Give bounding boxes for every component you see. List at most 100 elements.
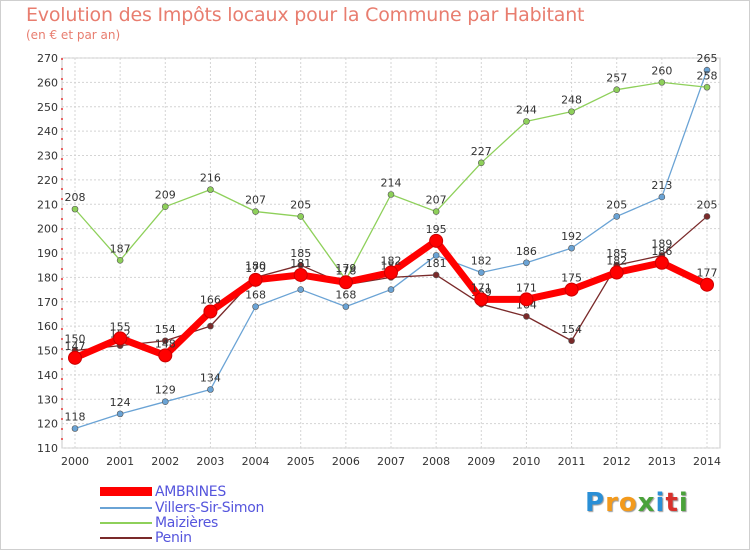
data-label-maizi-res: 257: [606, 72, 627, 85]
data-point-maizi-res: [703, 83, 711, 91]
logo-letter: P: [585, 488, 606, 518]
data-point-villers-sir-simon: [568, 244, 575, 252]
logo-letter: t: [665, 488, 679, 518]
x-tick-label: 2002: [151, 455, 179, 468]
data-point-ambrines: [203, 304, 218, 319]
data-label-villers-sir-simon: 213: [651, 179, 672, 192]
data-label-ambrines: 182: [381, 255, 402, 268]
data-point-villers-sir-simon: [658, 193, 666, 201]
data-point-ambrines: [429, 233, 444, 248]
y-tick-label: 200: [37, 223, 58, 236]
x-tick-label: 2012: [603, 455, 631, 468]
y-tick-label: 180: [37, 271, 58, 284]
y-tick-label: 130: [37, 393, 58, 406]
data-label-villers-sir-simon: 129: [155, 384, 176, 397]
data-point-villers-sir-simon: [477, 269, 485, 276]
data-label-ambrines: 177: [697, 267, 718, 280]
data-label-villers-sir-simon: 124: [110, 396, 131, 409]
logo-letter: x: [637, 488, 656, 518]
data-label-penin: 150: [65, 333, 86, 346]
data-point-penin: [432, 271, 440, 279]
legend-label-ambrines: AMBRINES: [155, 484, 226, 500]
x-tick-label: 2011: [558, 455, 586, 468]
data-point-maizi-res: [71, 205, 79, 213]
y-tick-label: 110: [37, 442, 58, 455]
data-label-penin: 205: [697, 198, 718, 211]
data-point-maizi-res: [432, 208, 440, 215]
data-point-maizi-res: [252, 208, 259, 215]
data-point-ambrines: [248, 272, 263, 287]
data-label-ambrines: 175: [561, 272, 582, 285]
data-point-maizi-res: [523, 118, 530, 125]
data-label-ambrines: 171: [471, 281, 492, 294]
data-point-penin: [568, 337, 575, 345]
data-label-maizi-res: 244: [516, 103, 537, 116]
data-point-villers-sir-simon: [432, 252, 440, 259]
data-point-villers-sir-simon: [207, 386, 214, 393]
y-tick-label: 120: [37, 418, 58, 431]
data-label-ambrines: 166: [200, 294, 221, 307]
data-point-villers-sir-simon: [161, 398, 169, 405]
y-tick-label: 210: [37, 198, 58, 211]
data-label-maizi-res: 258: [697, 69, 718, 82]
data-label-ambrines: 195: [426, 223, 447, 236]
line-chart: 110 120 130 140 150 160 170 180 190 200 210 220 230 2…: [37, 52, 721, 468]
data-label-villers-sir-simon: 168: [335, 289, 356, 302]
data-label-villers-sir-simon: 186: [516, 245, 537, 258]
legend-swatch-maizieres: [100, 522, 152, 524]
data-point-villers-sir-simon: [297, 286, 305, 293]
data-label-penin: 154: [561, 323, 582, 336]
data-point-ambrines: [654, 255, 669, 270]
legend-swatch-ambrines: [100, 487, 152, 496]
data-label-penin: 154: [155, 323, 176, 336]
data-label-maizi-res: 207: [245, 194, 266, 207]
legend-label-villers: Villers-Sir-Simon: [155, 500, 265, 516]
data-point-ambrines: [113, 331, 128, 346]
x-tick-label: 2003: [196, 455, 224, 468]
data-label-ambrines: 186: [651, 245, 672, 258]
data-point-ambrines: [68, 350, 82, 365]
data-point-villers-sir-simon: [342, 303, 350, 310]
data-label-ambrines: 178: [335, 264, 356, 277]
data-label-maizi-res: 214: [381, 177, 402, 190]
data-point-ambrines: [700, 277, 714, 292]
data-point-ambrines: [564, 282, 579, 297]
data-label-villers-sir-simon: 182: [471, 255, 492, 268]
data-label-maizi-res: 216: [200, 172, 221, 185]
y-tick-label: 220: [37, 174, 58, 187]
data-point-villers-sir-simon: [613, 213, 621, 220]
x-tick-label: 2010: [512, 455, 540, 468]
legend-label-maizieres: Maizières: [155, 515, 219, 531]
data-label-villers-sir-simon: 265: [697, 52, 718, 65]
data-point-maizi-res: [387, 191, 395, 198]
x-tick-label: 2000: [61, 455, 89, 468]
data-point-maizi-res: [207, 186, 214, 193]
chart-subtitle: (en € et par an): [26, 28, 121, 42]
legend-swatch-penin: [100, 537, 152, 539]
y-tick-label: 160: [37, 320, 58, 333]
data-label-maizi-res: 260: [651, 64, 672, 77]
data-point-penin: [703, 213, 711, 220]
data-label-villers-sir-simon: 134: [200, 372, 221, 385]
data-label-ambrines: 155: [110, 320, 131, 333]
data-point-penin: [523, 313, 530, 320]
x-tick-label: 2013: [648, 455, 676, 468]
x-tick-label: 2007: [377, 455, 405, 468]
data-label-penin: 181: [426, 257, 447, 270]
data-label-penin: 189: [651, 237, 672, 250]
x-tick-label: 2006: [332, 455, 360, 468]
data-point-ambrines: [158, 348, 173, 363]
data-label-ambrines: 171: [516, 281, 537, 294]
data-label-penin: 180: [245, 259, 266, 272]
data-label-penin: 185: [290, 247, 311, 260]
y-tick-label: 240: [37, 125, 58, 138]
legend-label-penin: Penin: [155, 530, 192, 546]
y-tick-label: 170: [37, 296, 58, 309]
data-label-ambrines: 181: [290, 257, 311, 270]
x-tick-label: 2009: [467, 455, 495, 468]
data-point-penin: [161, 337, 169, 345]
data-point-ambrines: [519, 292, 534, 307]
x-tick-label: 2014: [693, 455, 721, 468]
x-tick-label: 2004: [242, 455, 270, 468]
chart-title: Evolution des Impôts locaux pour la Comm…: [26, 4, 585, 26]
